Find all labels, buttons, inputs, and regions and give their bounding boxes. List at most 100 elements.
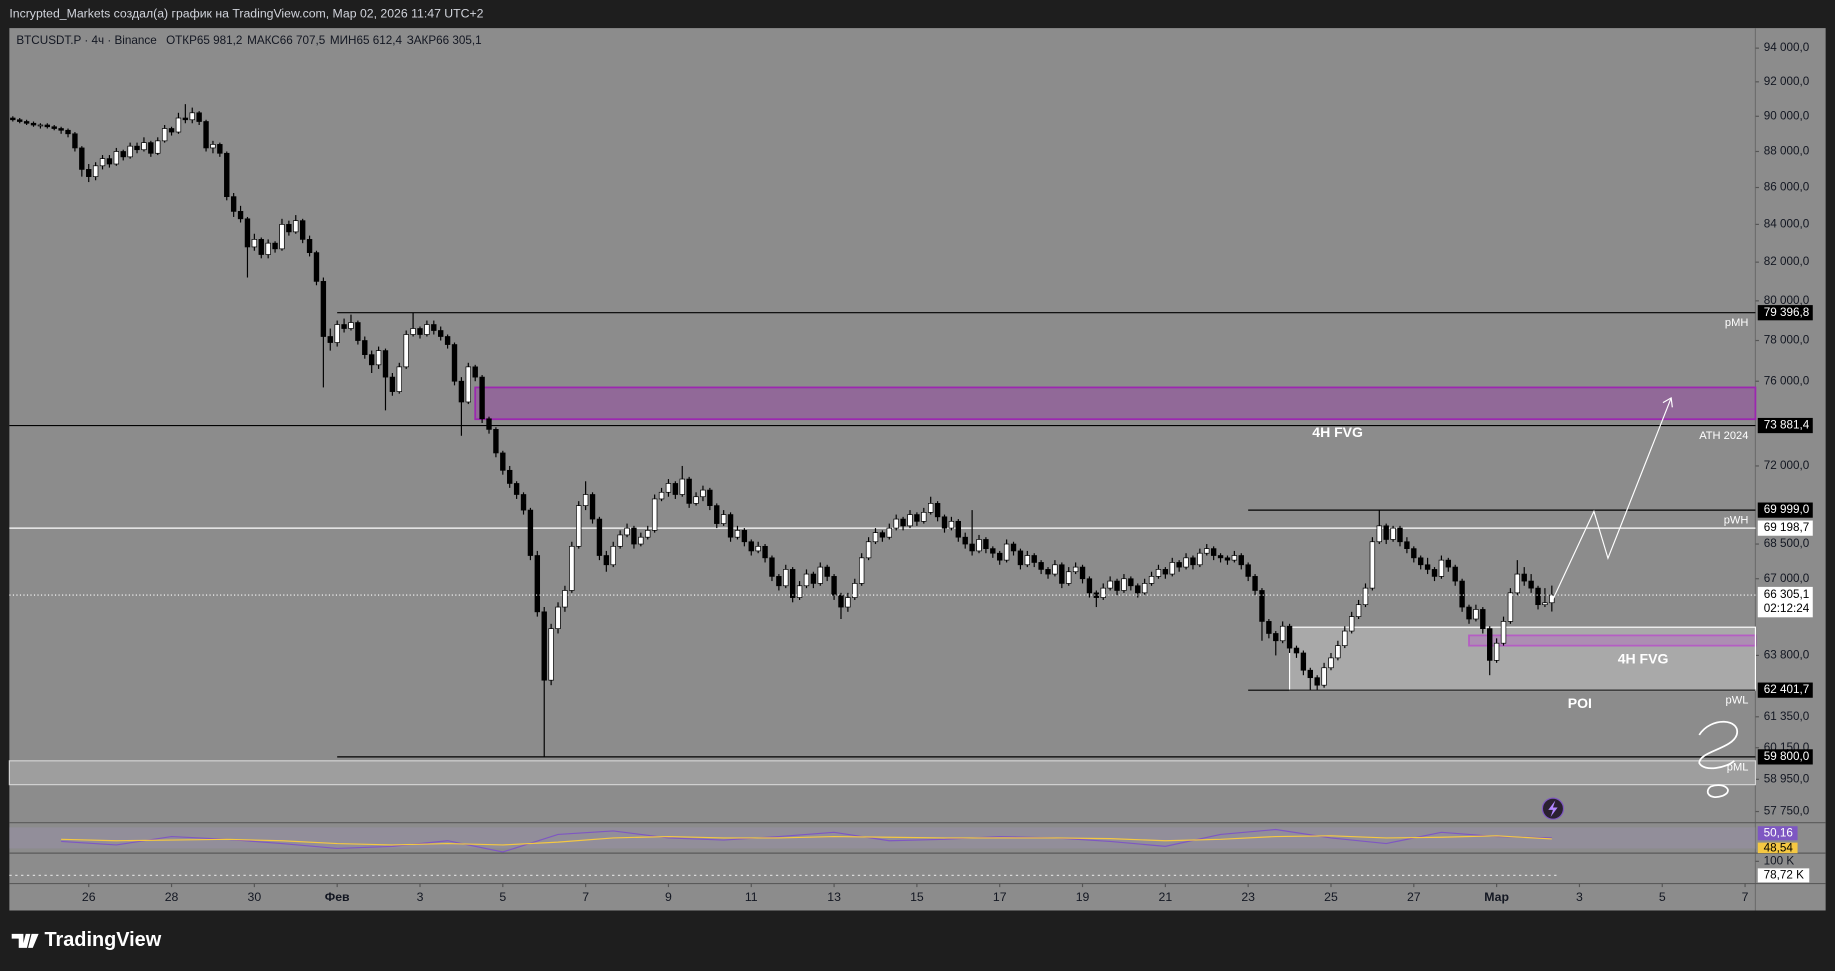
candle-body xyxy=(196,112,202,122)
candle-body xyxy=(472,366,478,378)
rsi-line xyxy=(61,828,1552,853)
level-name: ATH 2024 xyxy=(1699,430,1748,442)
y-tick-label: 82 000,0 xyxy=(1764,255,1810,268)
plot: BTCUSDT.P · 4ч · Binance ОТКР65 981,2 МАКС… xyxy=(8,34,1813,904)
candle-body xyxy=(203,121,209,149)
candle-body xyxy=(1493,642,1500,661)
candle-body xyxy=(431,324,437,331)
candle-body xyxy=(389,376,396,392)
candle-body xyxy=(928,503,934,513)
rsi-ma-line xyxy=(61,835,1552,846)
header-title: Incrypted_Markets создал(а) график на Tr… xyxy=(9,6,483,20)
candle-body xyxy=(534,555,541,613)
candle-body xyxy=(327,336,333,343)
candle-body xyxy=(251,239,258,248)
zone xyxy=(1288,626,1757,692)
rsi-ma-label: 48,54 xyxy=(1764,842,1794,855)
current-price-box xyxy=(1757,586,1813,618)
candle-body xyxy=(789,569,796,598)
y-tick-label: 61 350,0 xyxy=(1764,710,1810,723)
candle-body xyxy=(997,552,1003,561)
candle-body xyxy=(113,151,120,165)
candle-body xyxy=(348,322,354,329)
candle-body xyxy=(1355,604,1362,617)
candle-body xyxy=(603,555,610,566)
candle-body xyxy=(224,152,230,198)
y-tick-label: 76 000,0 xyxy=(1764,374,1810,387)
candle-body xyxy=(1273,633,1279,642)
x-tick-label: Фев xyxy=(325,890,350,904)
candle-body xyxy=(451,344,458,382)
candle-body xyxy=(410,328,416,335)
candle-body xyxy=(1197,552,1203,566)
ohlc-name: МИН xyxy=(330,34,357,47)
x-tick-label: 7 xyxy=(1742,890,1749,904)
symbol: BTCUSDT.P · 4ч · Binance xyxy=(16,34,156,47)
candle-body xyxy=(189,112,195,121)
candle-body xyxy=(1480,609,1486,629)
candle-body xyxy=(92,165,99,177)
candle-body xyxy=(562,590,568,608)
volume-last-label: 78,72 K xyxy=(1764,868,1804,881)
candle-body xyxy=(286,224,292,233)
ohlc-value: 65 612,4 xyxy=(357,34,403,47)
x-tick-label: 9 xyxy=(665,890,672,904)
candle-body xyxy=(1017,550,1024,566)
candle-body xyxy=(817,566,823,584)
candle-body xyxy=(769,557,775,577)
brand-logo[interactable]: TradingView xyxy=(11,929,162,951)
candle-body xyxy=(37,124,44,127)
candle-body xyxy=(1362,587,1369,606)
candle-body xyxy=(1452,566,1458,582)
candle-body xyxy=(1072,566,1079,573)
candle-body xyxy=(1424,564,1431,570)
candle-body xyxy=(589,494,596,520)
candle-body xyxy=(934,503,941,518)
x-tick-label: 5 xyxy=(1659,890,1666,904)
zone-label: 4H FVG xyxy=(1312,424,1363,440)
candle-body xyxy=(969,543,975,552)
candle-body xyxy=(679,478,685,495)
candle-body xyxy=(1141,583,1148,594)
brand-mark xyxy=(11,933,39,948)
candle-body xyxy=(1535,587,1541,606)
candle-body xyxy=(914,514,920,522)
x-tick-label: 17 xyxy=(993,890,1007,904)
candle-body xyxy=(893,518,899,529)
drawing-loop xyxy=(1706,784,1729,798)
candle-body xyxy=(1010,543,1017,552)
candle-body xyxy=(741,530,748,543)
candle-body xyxy=(444,336,451,345)
alert-bolt xyxy=(1548,800,1558,817)
candle-body xyxy=(976,539,982,552)
level-price: 69 198,7 xyxy=(1764,521,1809,534)
candle-body xyxy=(852,583,858,598)
rsi-band xyxy=(9,827,1756,849)
candle-body xyxy=(1376,525,1382,543)
candle-body xyxy=(1100,587,1106,598)
level-box xyxy=(1757,749,1813,765)
x-tick-label: 25 xyxy=(1324,890,1338,904)
candle-body xyxy=(783,569,789,587)
ohlc-value: 66 707,5 xyxy=(280,34,326,47)
candle-body xyxy=(500,452,506,471)
candle-body xyxy=(1279,625,1286,642)
candle-body xyxy=(486,418,492,430)
candle-body xyxy=(265,242,271,255)
candle-body xyxy=(465,366,471,403)
level-box xyxy=(1757,682,1813,698)
y-tick-label: 80 000,0 xyxy=(1764,294,1810,307)
ohlc-name: ЗАКР xyxy=(407,34,437,47)
volume-box xyxy=(1757,868,1810,883)
level-price: 79 396,8 xyxy=(1764,306,1809,319)
candle-body xyxy=(707,489,713,506)
candle-body xyxy=(962,536,968,545)
y-tick-label: 58 950,0 xyxy=(1764,772,1810,785)
level-price: 73 881,4 xyxy=(1764,419,1810,432)
candle-body xyxy=(858,557,865,584)
candle-body xyxy=(610,545,616,566)
candle-body xyxy=(1418,557,1424,566)
candle-body xyxy=(1052,564,1058,575)
x-tick-label: 26 xyxy=(82,890,96,904)
candle-body xyxy=(1342,630,1348,646)
